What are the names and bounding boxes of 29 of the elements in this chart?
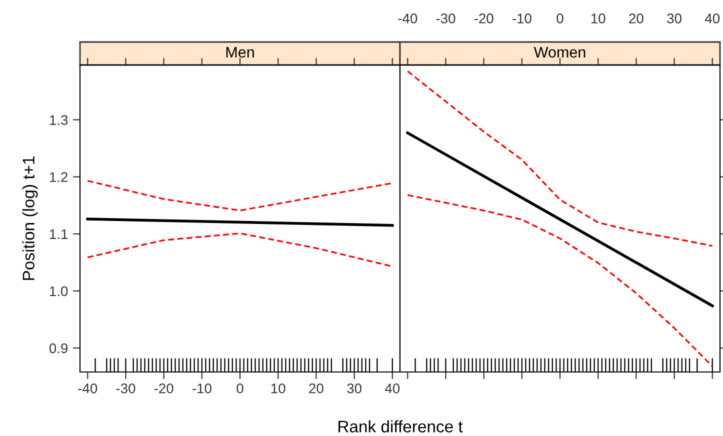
x-tick-label: -40 (78, 383, 98, 394)
line-series (86, 180, 394, 212)
y-tick-label: 1.3 (50, 115, 68, 125)
x-tick-label: -20 (154, 383, 174, 394)
x-tick-label: 30 (347, 383, 362, 394)
y-tick-label: 1.2 (50, 172, 68, 182)
x-axis-title: Rank difference t (338, 420, 463, 432)
x-tick-label: -10 (192, 383, 212, 394)
y-tick-label: 0.9 (49, 343, 68, 354)
chart-title: Men (226, 46, 254, 58)
x-tick-label: 40 (384, 383, 400, 394)
x-tick-label: -40 (398, 14, 418, 24)
x-tick-label: 20 (629, 14, 644, 24)
chart-title: Women (534, 46, 586, 58)
y-axis-title: Position (log) t+1 (22, 156, 38, 280)
x-tick-label: -30 (116, 383, 136, 394)
x-tick-label: -30 (436, 14, 456, 24)
x-tick-label: 10 (271, 383, 286, 394)
x-tick-label: 10 (591, 14, 606, 24)
x-tick-label: -10 (512, 14, 532, 24)
y-tick-label: 1.1 (50, 229, 68, 239)
line-series (86, 232, 394, 268)
y-tick-label: 1.0 (50, 286, 68, 296)
x-tick-label: -20 (474, 14, 494, 24)
x-tick-label: 30 (667, 14, 682, 24)
x-tick-label: 40 (704, 14, 720, 24)
x-tick-label: 20 (309, 383, 324, 394)
x-tick-label: 0 (236, 383, 244, 394)
x-tick-label: 0 (556, 14, 564, 24)
